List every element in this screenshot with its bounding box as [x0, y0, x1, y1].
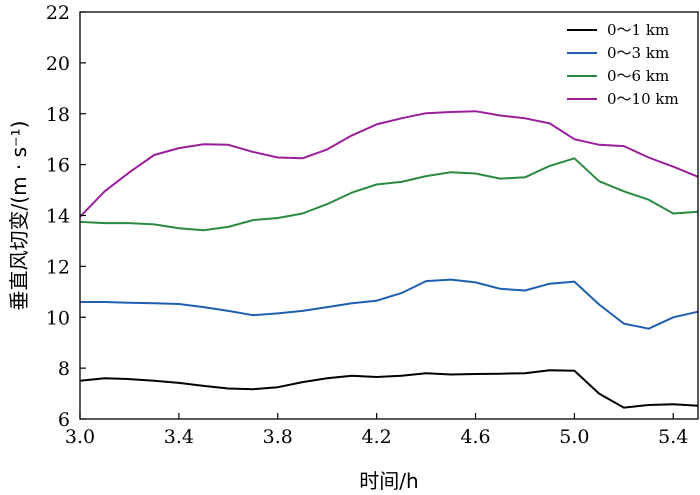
y-tick-label: 6 — [58, 409, 70, 431]
y-tick-label: 14 — [46, 206, 70, 228]
y-tick-label: 12 — [46, 256, 70, 278]
plot-frame — [79, 11, 699, 420]
legend: 0～1 km 0～3 km 0～6 km 0～10 km — [567, 21, 679, 108]
series-lines — [79, 110, 699, 409]
y-tick-label: 8 — [58, 358, 70, 380]
tick-labels: 3.0 3.4 3.8 4.2 4.6 5.0 5.4 6 8 10 12 14 16 18 20 22 — [46, 2, 689, 448]
x-tick-label: 5.0 — [559, 426, 589, 448]
x-tick-label: 3.8 — [263, 426, 293, 448]
x-tick-label: 3.0 — [65, 426, 95, 448]
x-tick-label: 4.6 — [460, 426, 490, 448]
series-line-3 — [79, 157, 699, 232]
legend-label: 0～6 km — [607, 67, 669, 85]
x-tick-label: 5.4 — [658, 426, 688, 448]
y-tick-label: 10 — [46, 307, 70, 329]
x-axis-label: 时间/h — [359, 469, 418, 493]
x-tick-label: 3.4 — [164, 426, 194, 448]
y-tick-label: 20 — [46, 53, 70, 75]
legend-label: 0～10 km — [607, 90, 679, 108]
legend-label: 0～3 km — [607, 44, 669, 62]
axis-ticks — [79, 11, 674, 420]
x-tick-label: 4.2 — [362, 426, 392, 448]
y-tick-label: 18 — [46, 104, 70, 126]
y-axis-label: 垂直风切变/(m · s⁻¹) — [7, 121, 31, 311]
y-tick-label: 16 — [46, 155, 70, 177]
series-line-2 — [80, 278, 699, 330]
series-line-1 — [79, 369, 699, 409]
series-line-4 — [79, 110, 699, 218]
legend-label: 0～1 km — [607, 21, 669, 39]
y-tick-label: 22 — [46, 2, 70, 24]
